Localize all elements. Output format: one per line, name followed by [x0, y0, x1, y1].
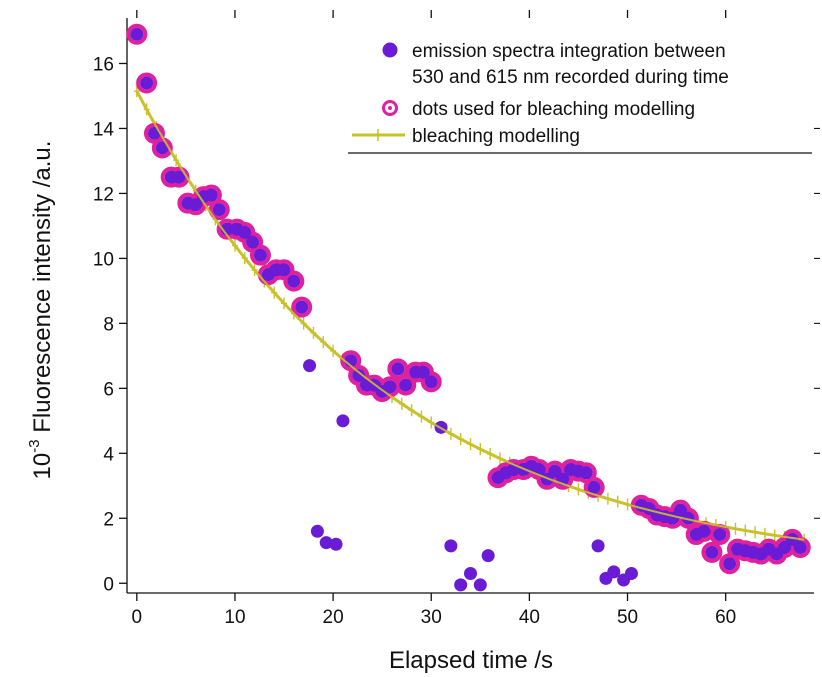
legend-entry-model: bleaching modelling: [348, 126, 812, 154]
emission-data-point: [607, 565, 621, 579]
legend-entry-emission: emission spectra integration between 530…: [382, 41, 729, 88]
emission-data-point: [464, 567, 477, 581]
x-tick-label: 10: [224, 607, 245, 628]
y-axis-title-main: Fluorescence intensity /a.u.: [29, 141, 56, 440]
emission-data-point: [705, 545, 719, 559]
y-axis-title: 10-3 Fluorescence intensity /a.u.: [26, 141, 56, 480]
modelling-dot-ring: [126, 23, 148, 45]
y-axis-title-base: 10: [29, 453, 56, 480]
y-tick-label: 0: [103, 574, 114, 595]
modelling-dot-ring: [249, 244, 271, 266]
y-tick-label: 12: [93, 184, 114, 205]
emission-data-point: [444, 539, 458, 553]
emission-data-point: [697, 524, 711, 538]
y-tick-label: 8: [103, 314, 114, 335]
y-tick-label: 4: [103, 444, 114, 465]
emission-data-point: [591, 539, 605, 553]
emission-data-point: [319, 536, 333, 550]
y-tick-label: 2: [103, 509, 114, 530]
x-tick-label: 0: [132, 607, 143, 628]
legend: emission spectra integration between 530…: [348, 41, 812, 154]
x-tick-label: 20: [323, 607, 344, 628]
emission-data-point: [130, 27, 144, 41]
emission-data-point: [587, 480, 601, 494]
y-axis-title-text: 10-3 Fluorescence intensity /a.u.: [26, 141, 56, 480]
emission-data-point: [253, 248, 267, 262]
emission-data-point: [238, 225, 252, 239]
y-tick-label: 14: [93, 119, 115, 140]
emission-data-point: [140, 76, 154, 90]
emission-data-point: [793, 541, 807, 555]
x-tick-label: 60: [715, 607, 736, 628]
emission-data-point: [548, 464, 562, 478]
legend-marker-emission: [382, 42, 398, 58]
emission-data-point: [624, 567, 638, 581]
modelling-dot-ring: [291, 296, 313, 318]
x-tick-label: 30: [421, 607, 442, 628]
legend-marker-ring: [382, 100, 398, 116]
modelling-dot-ring: [151, 137, 173, 159]
emission-data-point: [212, 203, 226, 217]
emission-data-point: [473, 578, 487, 592]
emission-data-point: [287, 274, 301, 288]
y-axis-title-exponent: -3: [26, 439, 43, 452]
legend-label-emission-line1: emission spectra integration between: [412, 41, 726, 62]
emission-data-point: [310, 524, 324, 538]
modelling-dot-ring: [136, 72, 158, 94]
emission-data-point: [416, 365, 430, 379]
emission-data-point: [424, 375, 438, 389]
emission-data-point: [155, 141, 169, 155]
legend-entry-dots: dots used for bleaching modelling: [382, 99, 695, 120]
emission-data-point: [352, 368, 366, 382]
plot-area: 0 10 20 30 40 50 60 0 2 4 6 8 10 12 14 16: [93, 10, 820, 628]
emission-data-point: [579, 466, 593, 480]
x-axis-title: Elapsed time /s: [389, 647, 553, 674]
modelling-dot-ring: [420, 371, 442, 393]
emission-data-point: [295, 300, 309, 314]
emission-data-point: [399, 378, 413, 392]
legend-label-dots: dots used for bleaching modelling: [412, 99, 695, 120]
emission-data-point: [713, 528, 727, 542]
emission-data-point: [674, 503, 688, 517]
x-tick-label: 40: [519, 607, 540, 628]
emission-data-point: [329, 537, 343, 551]
emission-data-point: [246, 235, 260, 249]
legend-marker-ring-dot: [388, 106, 392, 110]
modelling-dot-ring: [701, 541, 723, 563]
emission-data-point: [723, 557, 737, 571]
emission-data-point: [391, 362, 405, 376]
legend-label-emission-line2: 530 and 615 nm recorded during time: [412, 67, 729, 88]
bleaching-model-line: [135, 90, 805, 542]
modelling-dot-ring: [208, 199, 230, 221]
emission-data-point: [778, 541, 792, 555]
legend-label-model: bleaching modelling: [412, 126, 580, 147]
y-tick-label: 10: [93, 249, 114, 270]
x-tick-label: 50: [617, 607, 638, 628]
modelling-dot-ring: [395, 374, 417, 396]
emission-data-point: [277, 263, 291, 277]
emission-data-point: [204, 188, 218, 202]
bleaching-model-line-overlay: [135, 90, 805, 541]
emission-data-point: [303, 359, 317, 373]
modelling-dot-ring: [583, 476, 605, 498]
emission-data-point: [785, 532, 799, 546]
modelling-dot-ring: [283, 270, 305, 292]
emission-data-point: [189, 198, 203, 212]
emission-data-point: [481, 549, 495, 563]
y-tick-label: 6: [103, 379, 114, 400]
emission-data-point: [336, 414, 350, 428]
emission-data-point: [454, 578, 468, 592]
y-tick-label: 16: [93, 54, 114, 75]
emission-data-point: [681, 511, 695, 525]
emission-data-point: [172, 170, 186, 184]
emission-data-point: [383, 380, 397, 394]
